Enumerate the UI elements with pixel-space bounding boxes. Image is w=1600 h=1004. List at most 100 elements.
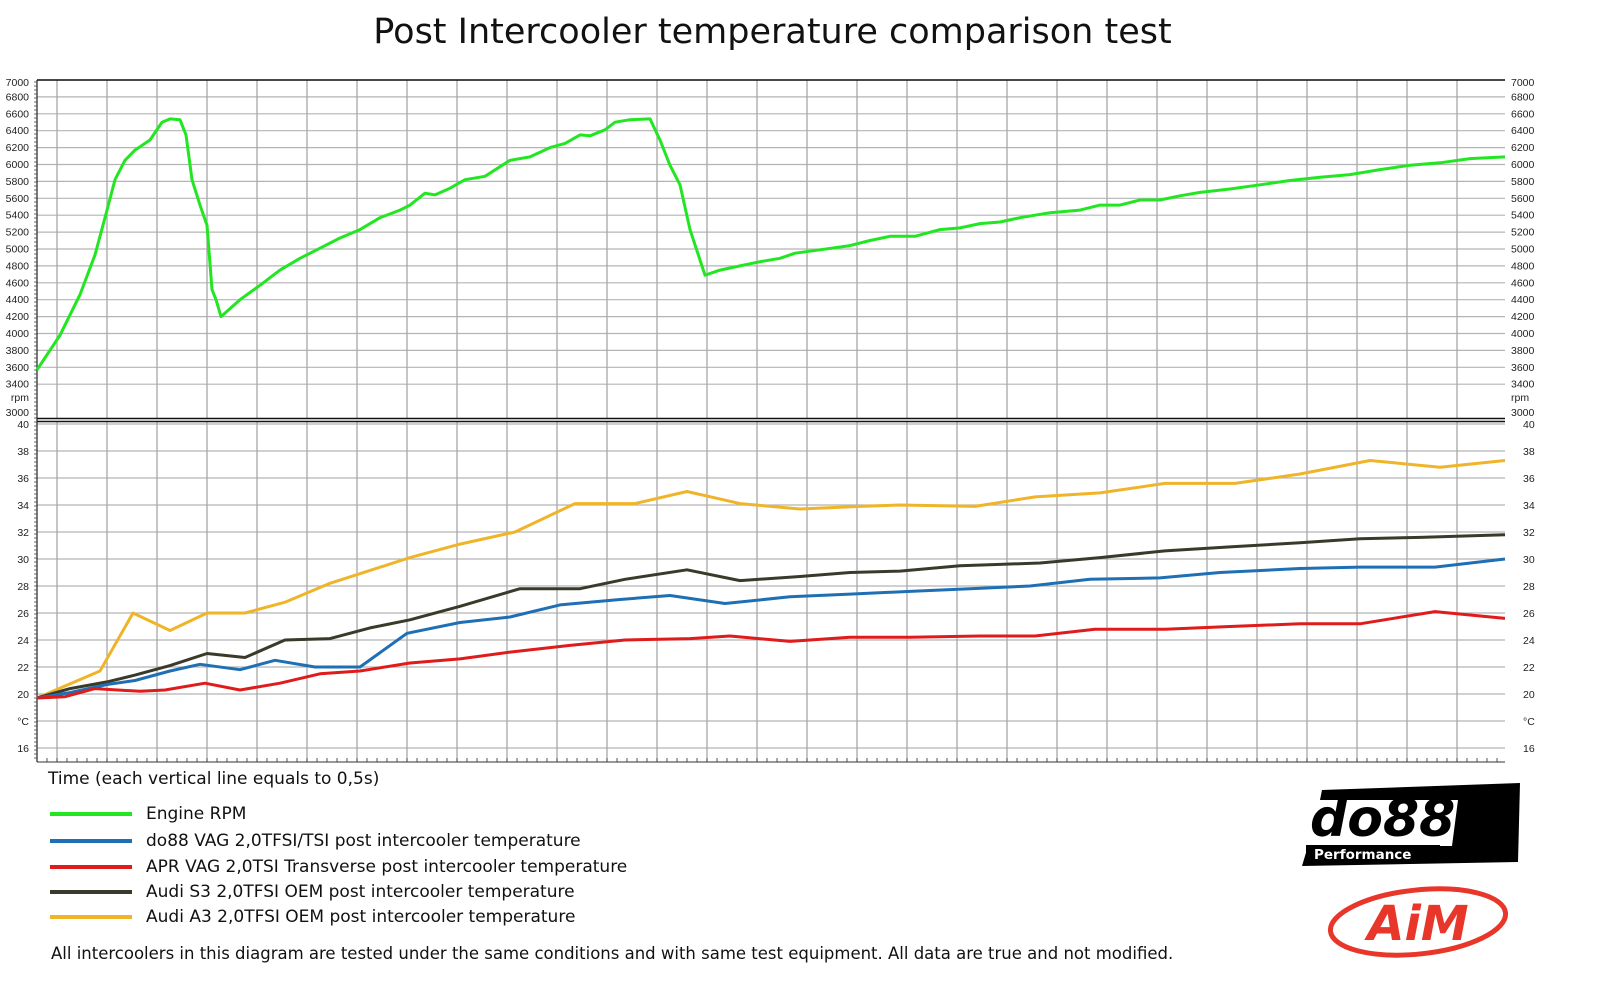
rpm-tick-label: 5200 (1511, 227, 1535, 239)
do88-logo-strip (1306, 845, 1440, 863)
rpm-tick-label: 3600 (1511, 362, 1535, 374)
do88-logo-subtext: Performance (1314, 847, 1411, 863)
temp-tick-label: 22 (17, 662, 29, 674)
temp-tick-label: 36 (1523, 473, 1535, 485)
series-line-audi-a3 (36, 459, 1506, 700)
rpm-tick-label: 4800 (6, 260, 30, 272)
rpm-tick-label: 5600 (1511, 193, 1535, 205)
series-line-engine-rpm (35, 117, 1506, 371)
series-line-apr (36, 610, 1506, 700)
rpm-tick-label: 7000 (6, 77, 30, 89)
rpm-tick-label: 4200 (1511, 311, 1535, 323)
rpm-tick-label: 3400 (1511, 379, 1535, 391)
aim-logo: AiM (1327, 886, 1509, 958)
rpm-tick-label: 4200 (6, 311, 30, 323)
temp-tick-label: 32 (1523, 527, 1535, 539)
temp-tick-label: 28 (17, 581, 29, 593)
rpm-tick-label: 6000 (1511, 159, 1535, 171)
rpm-tick-label: 6200 (1511, 142, 1535, 154)
rpm-tick-label: 5000 (6, 243, 30, 255)
rpm-tick-label: 7000 (1511, 77, 1535, 89)
temp-tick-label: 22 (1523, 662, 1535, 674)
legend-item: APR VAG 2,0TSI Transverse post intercool… (50, 855, 627, 879)
chart-title: Post Intercooler temperature comparison … (373, 12, 1172, 52)
rpm-tick-label: 5800 (1511, 176, 1535, 188)
rpm-tick-label: 5000 (1511, 243, 1535, 255)
temp-tick-label: 16 (17, 743, 29, 755)
temp-tick-label: °C (17, 716, 29, 728)
rpm-tick-label: 4000 (6, 328, 30, 340)
temp-tick-label: 26 (1523, 608, 1535, 620)
temp-tick-label: 38 (17, 446, 29, 458)
temp-tick-label: 34 (1523, 500, 1535, 512)
legend-item: Audi S3 2,0TFSI OEM post intercooler tem… (50, 880, 575, 904)
temp-tick-label: 38 (1523, 446, 1535, 458)
rpm-tick-label: 5600 (6, 193, 30, 205)
rpm-tick-label: 4800 (1511, 260, 1535, 272)
temp-tick-label: 20 (17, 689, 29, 701)
rpm-tick-label: 3600 (6, 362, 30, 374)
rpm-tick-label: 6000 (6, 159, 30, 171)
legend-label: Engine RPM (146, 804, 247, 824)
legend-swatch (50, 890, 132, 894)
temp-tick-label: 34 (17, 500, 29, 512)
temp-tick-label: 32 (17, 527, 29, 539)
temp-tick-label: 20 (1523, 689, 1535, 701)
legend-swatch (50, 839, 132, 843)
rpm-tick-label: 6600 (1511, 108, 1535, 120)
rpm-unit-label: rpm (1511, 392, 1529, 404)
aim-logo-text: AiM (1363, 896, 1468, 952)
rpm-tick-label: 5800 (6, 176, 30, 188)
rpm-tick-label: 4600 (6, 277, 30, 289)
legend-label: do88 VAG 2,0TFSI/TSI post intercooler te… (146, 831, 581, 851)
legend-label: Audi A3 2,0TFSI OEM post intercooler tem… (146, 907, 576, 927)
legend-label: APR VAG 2,0TSI Transverse post intercool… (146, 857, 628, 877)
rpm-tick-label: 3000 (6, 407, 30, 419)
rpm-tick-label: 5400 (6, 210, 30, 222)
aim-logo-ellipse (1327, 886, 1509, 958)
do88-logo-text: do88 (1310, 789, 1455, 849)
rpm-tick-label: 6600 (6, 108, 30, 120)
rpm-tick-label: 4600 (1511, 277, 1535, 289)
temp-tick-label: 40 (17, 419, 29, 431)
rpm-tick-label: 6400 (6, 125, 30, 137)
rpm-tick-label: 4400 (6, 294, 30, 306)
rpm-unit-label: rpm (11, 392, 29, 404)
legend-swatch (50, 812, 132, 816)
do88-logo-bar (1302, 783, 1520, 866)
rpm-tick-label: 3000 (1511, 407, 1535, 419)
legend-item: Audi A3 2,0TFSI OEM post intercooler tem… (50, 905, 575, 929)
legend-label: Audi S3 2,0TFSI OEM post intercooler tem… (146, 882, 575, 902)
rpm-tick-label: 5200 (6, 227, 30, 239)
temp-tick-label: 30 (17, 554, 29, 566)
rpm-tick-label: 6400 (1511, 125, 1535, 137)
legend-swatch (50, 915, 132, 919)
footnote: All intercoolers in this diagram are tes… (51, 944, 1174, 963)
series-line-do88 (36, 557, 1506, 700)
series-line-audi-s3 (36, 533, 1506, 700)
temp-tick-label: °C (1523, 716, 1535, 728)
temp-tick-label: 36 (17, 473, 29, 485)
rpm-tick-label: 5400 (1511, 210, 1535, 222)
rpm-tick-label: 3400 (6, 379, 30, 391)
legend-swatch (50, 865, 132, 869)
rpm-tick-label: 6800 (6, 91, 30, 103)
temp-tick-label: 30 (1523, 554, 1535, 566)
temp-tick-label: 26 (17, 608, 29, 620)
temp-tick-label: 28 (1523, 581, 1535, 593)
temp-tick-label: 24 (1523, 635, 1535, 647)
temp-tick-label: 16 (1523, 743, 1535, 755)
rpm-tick-label: 4400 (1511, 294, 1535, 306)
x-axis-label: Time (each vertical line equals to 0,5s) (48, 769, 380, 789)
legend-item: Engine RPM (50, 802, 246, 826)
temp-tick-label: 40 (1523, 419, 1535, 431)
rpm-tick-label: 6800 (1511, 91, 1535, 103)
rpm-tick-label: 3800 (6, 345, 30, 357)
rpm-tick-label: 6200 (6, 142, 30, 154)
rpm-tick-label: 4000 (1511, 328, 1535, 340)
legend-item: do88 VAG 2,0TFSI/TSI post intercooler te… (50, 829, 581, 853)
rpm-tick-label: 3800 (1511, 345, 1535, 357)
